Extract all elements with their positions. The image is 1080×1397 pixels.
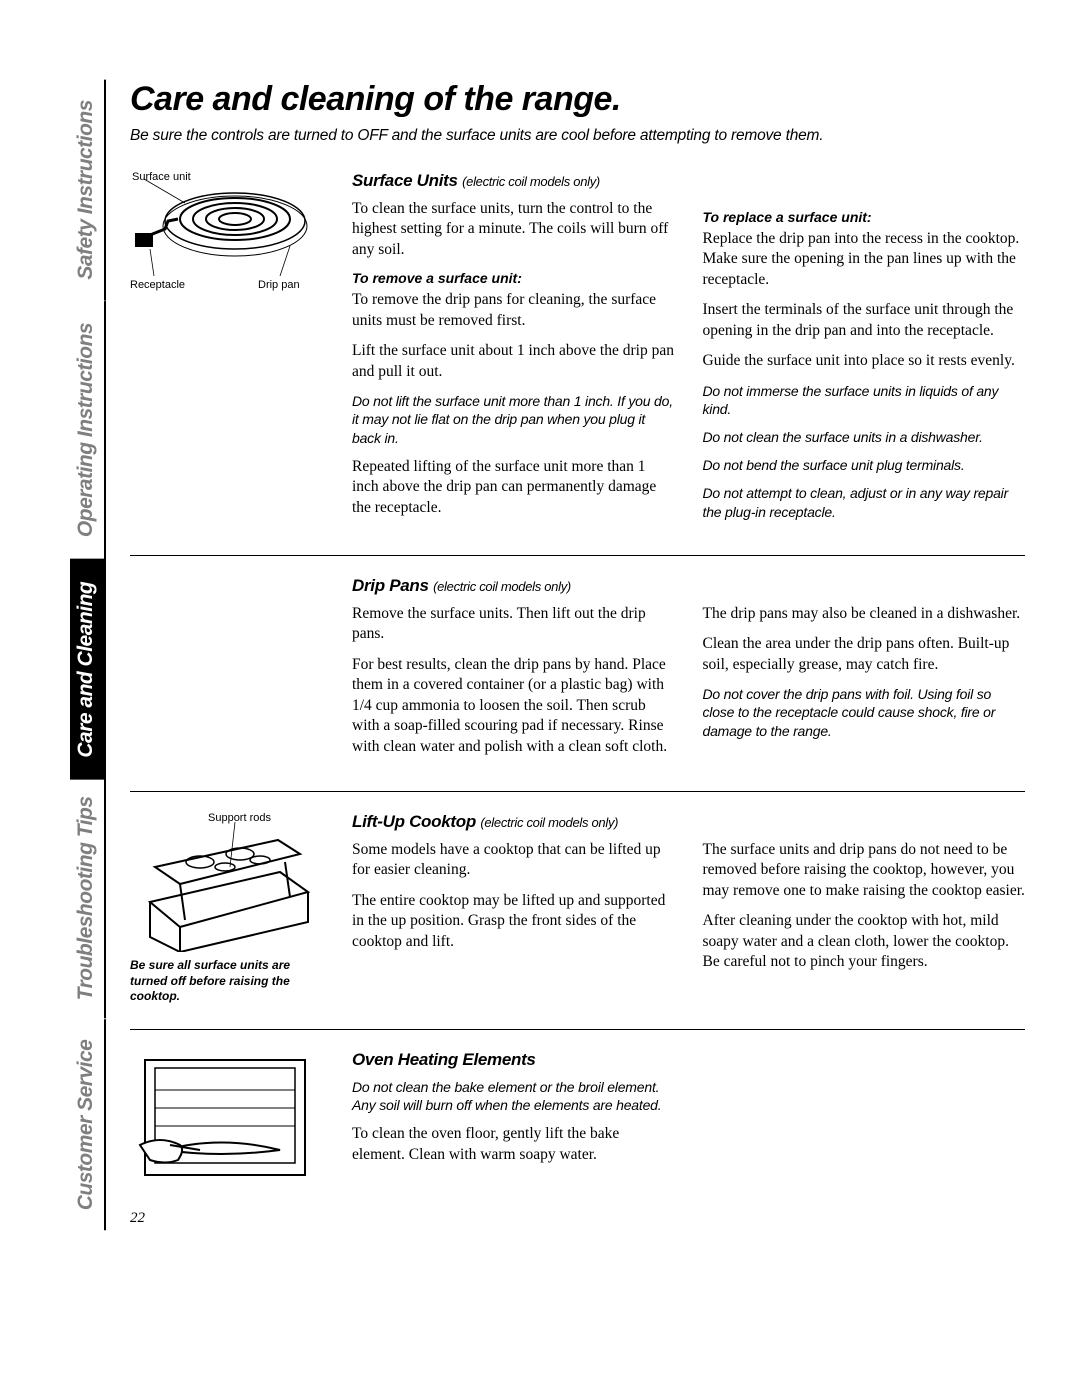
body-text: Replace the drip pan into the recess in … [703, 229, 1026, 290]
subheading-replace: To replace a surface unit: [703, 209, 1026, 225]
body-text: To clean the surface units, turn the con… [352, 199, 675, 260]
figure-lift-up: Support rods Be su [130, 812, 330, 1005]
tab-troubleshooting: Troubleshooting Tips [70, 779, 106, 1018]
note-text: Do not attempt to clean, adjust or in an… [703, 484, 1026, 520]
note-text: Do not immerse the surface units in liqu… [703, 382, 1026, 418]
lift-up-col1: Lift-Up Cooktop (electric coil models on… [352, 812, 675, 1005]
body-text: The surface units and drip pans do not n… [703, 840, 1026, 901]
page-title: Care and cleaning of the range. [130, 80, 1025, 119]
body-text: After cleaning under the cooktop with ho… [703, 911, 1026, 972]
subheading-remove: To remove a surface unit: [352, 270, 675, 286]
body-text: The entire cooktop may be lifted up and … [352, 891, 675, 952]
oven-heating-col1: Oven Heating Elements Do not clean the b… [352, 1050, 675, 1180]
section-drip-pans: Drip Pans (electric coil models only) Re… [130, 555, 1025, 791]
body-text: To clean the oven floor, gently lift the… [352, 1124, 675, 1165]
tab-care: Care and Cleaning [70, 559, 106, 780]
heading-oven-heating: Oven Heating Elements [352, 1050, 675, 1070]
section-oven-heating: Oven Heating Elements Do not clean the b… [130, 1029, 1025, 1204]
body-text: Guide the surface unit into place so it … [703, 351, 1026, 371]
fig-label-support-rods: Support rods [208, 812, 271, 824]
lift-cooktop-diagram-icon [130, 812, 320, 952]
page-subtitle: Be sure the controls are turned to OFF a… [130, 127, 1025, 145]
tab-safety: Safety Instructions [70, 80, 106, 301]
oven-element-diagram-icon [130, 1050, 320, 1180]
surface-units-col1: Surface Units (electric coil models only… [352, 171, 675, 531]
tab-service: Customer Service [70, 1019, 106, 1230]
body-text: Lift the surface unit about 1 inch above… [352, 341, 675, 382]
drip-pans-col2: The drip pans may also be cleaned in a d… [703, 576, 1026, 767]
coil-diagram-icon [130, 171, 320, 291]
body-text: Insert the terminals of the surface unit… [703, 300, 1026, 341]
note-text: Do not lift the surface unit more than 1… [352, 392, 675, 447]
section-lift-up-cooktop: Support rods Be su [130, 791, 1025, 1029]
figure-oven-element [130, 1050, 330, 1180]
note-text: Do not cover the drip pans with foil. Us… [703, 685, 1026, 740]
body-text: Repeated lifting of the surface unit mor… [352, 457, 675, 518]
surface-units-col2: To replace a surface unit: Replace the d… [703, 171, 1026, 531]
heading-drip-pans: Drip Pans (electric coil models only) [352, 576, 675, 596]
section-surface-units: Surface unit Receptacle [130, 171, 1025, 555]
body-text: Clean the area under the drip pans often… [703, 634, 1026, 675]
body-text: To remove the drip pans for cleaning, th… [352, 290, 675, 331]
note-text: Do not bend the surface unit plug termin… [703, 456, 1026, 474]
tab-operating: Operating Instructions [70, 301, 106, 559]
body-text: The drip pans may also be cleaned in a d… [703, 604, 1026, 624]
note-text: Do not clean the surface units in a dish… [703, 428, 1026, 446]
heading-lift-up: Lift-Up Cooktop (electric coil models on… [352, 812, 675, 832]
page-content: Care and cleaning of the range. Be sure … [130, 80, 1025, 1204]
lift-up-col2: The surface units and drip pans do not n… [703, 812, 1026, 1005]
fig-label-surface-unit: Surface unit [132, 171, 191, 183]
heading-surface-units: Surface Units (electric coil models only… [352, 171, 675, 191]
fig-label-drip-pan: Drip pan [258, 279, 300, 291]
page-number: 22 [130, 1210, 1030, 1227]
body-text: For best results, clean the drip pans by… [352, 655, 675, 757]
figure-caption: Be sure all surface units are turned off… [130, 958, 330, 1005]
body-text: Some models have a cooktop that can be l… [352, 840, 675, 881]
sidebar-tabs: Safety Instructions Operating Instructio… [70, 80, 106, 1230]
drip-pans-col1: Drip Pans (electric coil models only) Re… [352, 576, 675, 767]
note-text: Do not clean the bake element or the bro… [352, 1078, 675, 1114]
fig-label-receptacle: Receptacle [130, 279, 185, 291]
figure-surface-unit: Surface unit Receptacle [130, 171, 330, 531]
body-text: Remove the surface units. Then lift out … [352, 604, 675, 645]
